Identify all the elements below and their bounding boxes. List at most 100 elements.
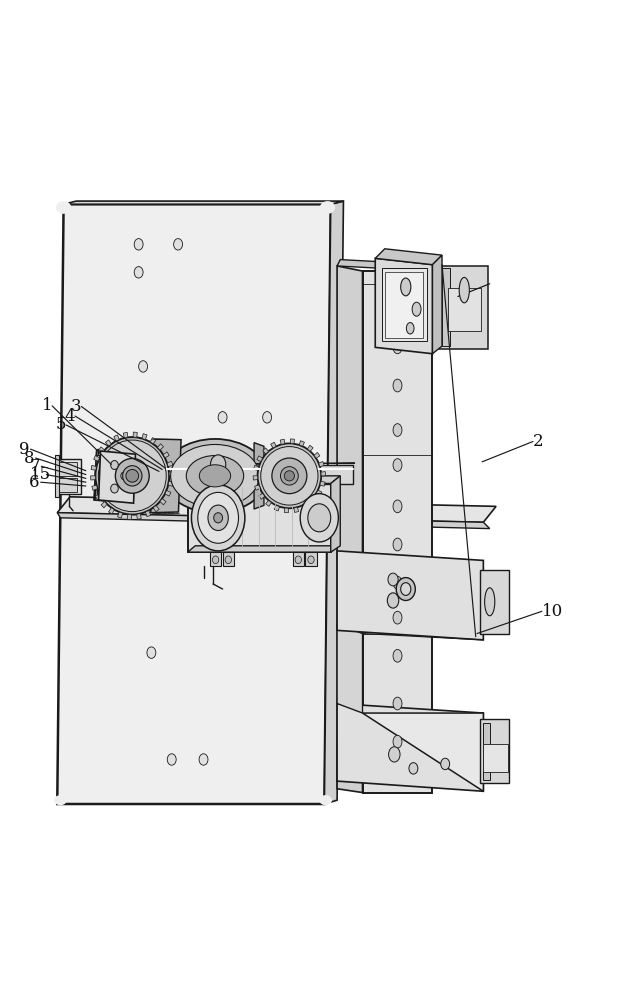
- Polygon shape: [133, 432, 137, 437]
- Polygon shape: [337, 624, 363, 713]
- Polygon shape: [254, 443, 264, 509]
- Polygon shape: [168, 481, 174, 486]
- Ellipse shape: [126, 469, 139, 482]
- Ellipse shape: [198, 492, 238, 543]
- Text: 3: 3: [71, 398, 81, 415]
- Ellipse shape: [280, 467, 298, 485]
- Bar: [439, 266, 488, 349]
- Polygon shape: [109, 508, 114, 514]
- Bar: [385, 272, 423, 338]
- Polygon shape: [223, 552, 234, 566]
- Polygon shape: [290, 439, 294, 444]
- Polygon shape: [375, 249, 442, 265]
- Polygon shape: [92, 485, 97, 490]
- Ellipse shape: [211, 455, 226, 474]
- Polygon shape: [165, 490, 171, 496]
- Ellipse shape: [388, 573, 398, 586]
- Polygon shape: [305, 552, 317, 566]
- Polygon shape: [253, 476, 258, 480]
- Polygon shape: [314, 452, 320, 458]
- Ellipse shape: [409, 763, 418, 774]
- Ellipse shape: [393, 649, 402, 662]
- Ellipse shape: [459, 277, 469, 303]
- Polygon shape: [299, 441, 305, 446]
- Polygon shape: [150, 438, 156, 444]
- Polygon shape: [188, 546, 338, 552]
- Text: 2: 2: [533, 433, 544, 450]
- Polygon shape: [99, 451, 135, 503]
- Polygon shape: [99, 465, 353, 484]
- Polygon shape: [91, 465, 97, 470]
- Ellipse shape: [393, 424, 402, 436]
- Bar: [480, 719, 509, 783]
- Ellipse shape: [308, 556, 314, 564]
- Ellipse shape: [139, 361, 148, 372]
- Polygon shape: [210, 552, 221, 566]
- Polygon shape: [101, 502, 107, 508]
- Ellipse shape: [54, 795, 67, 805]
- Ellipse shape: [261, 447, 318, 505]
- Ellipse shape: [170, 444, 259, 507]
- Polygon shape: [324, 201, 343, 804]
- Polygon shape: [95, 494, 101, 500]
- Ellipse shape: [115, 458, 149, 493]
- Polygon shape: [163, 452, 169, 458]
- Ellipse shape: [99, 440, 166, 512]
- Ellipse shape: [396, 578, 415, 600]
- Polygon shape: [266, 500, 272, 506]
- Ellipse shape: [389, 747, 400, 762]
- Text: 9: 9: [19, 441, 29, 458]
- Ellipse shape: [387, 593, 399, 608]
- Polygon shape: [94, 450, 134, 503]
- Polygon shape: [188, 476, 340, 483]
- Polygon shape: [337, 704, 483, 791]
- Text: 5: 5: [56, 416, 66, 433]
- Polygon shape: [337, 266, 363, 793]
- Polygon shape: [123, 432, 128, 438]
- Polygon shape: [271, 442, 276, 448]
- Ellipse shape: [123, 466, 142, 486]
- Bar: [480, 570, 509, 634]
- Polygon shape: [254, 485, 260, 490]
- Ellipse shape: [393, 576, 402, 589]
- Ellipse shape: [225, 556, 232, 564]
- Text: 6: 6: [29, 474, 39, 491]
- Polygon shape: [263, 448, 268, 454]
- Polygon shape: [319, 461, 324, 467]
- Polygon shape: [363, 713, 483, 791]
- Polygon shape: [137, 514, 141, 519]
- Polygon shape: [114, 435, 119, 441]
- Bar: [483, 723, 490, 780]
- Ellipse shape: [199, 465, 231, 487]
- Bar: [97, 455, 128, 497]
- Ellipse shape: [167, 754, 176, 765]
- Ellipse shape: [208, 505, 228, 531]
- Polygon shape: [188, 483, 331, 552]
- Ellipse shape: [186, 456, 244, 496]
- Bar: [57, 459, 81, 494]
- Bar: [382, 268, 427, 341]
- Text: 10: 10: [542, 603, 563, 620]
- Ellipse shape: [163, 439, 267, 513]
- Bar: [448, 288, 481, 331]
- Polygon shape: [118, 512, 123, 518]
- Ellipse shape: [174, 469, 183, 480]
- Ellipse shape: [401, 583, 411, 595]
- Ellipse shape: [393, 459, 402, 471]
- Ellipse shape: [111, 461, 118, 469]
- Text: 7: 7: [30, 458, 40, 475]
- Ellipse shape: [300, 494, 338, 542]
- Ellipse shape: [218, 412, 227, 423]
- Polygon shape: [363, 634, 483, 640]
- Polygon shape: [303, 504, 308, 509]
- Polygon shape: [57, 497, 496, 522]
- Ellipse shape: [212, 556, 219, 564]
- Polygon shape: [320, 481, 325, 486]
- Ellipse shape: [134, 267, 143, 278]
- Text: 1: 1: [42, 397, 52, 414]
- Polygon shape: [64, 201, 343, 204]
- Ellipse shape: [174, 239, 183, 250]
- Polygon shape: [90, 476, 95, 480]
- Ellipse shape: [284, 471, 294, 481]
- Ellipse shape: [121, 472, 127, 480]
